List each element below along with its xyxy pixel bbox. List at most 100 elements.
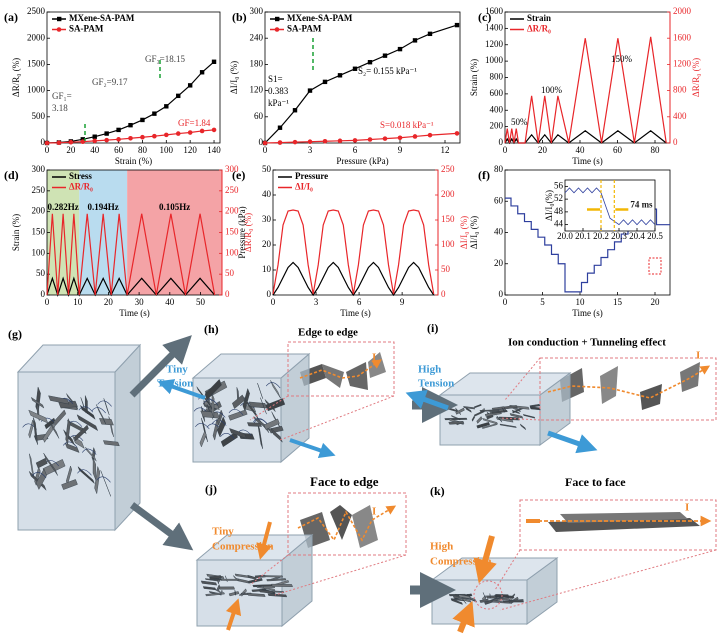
annotation: kPa⁻¹ [268,98,289,108]
flake [28,409,49,424]
flake [61,479,78,490]
force-label: Tension [157,378,193,390]
x-tick-label: 20.0 [557,231,573,241]
compression-arrow [256,521,272,560]
inset-bg [565,180,655,231]
tension-arrow [405,390,449,411]
fiber [77,469,92,476]
legend-label: MXene-SA-PAM [69,13,135,23]
flake [257,423,263,449]
point [292,108,298,113]
y-tick-label: 50 [262,164,272,174]
process-arrow [129,502,194,551]
y2-tick-label: 250 [225,185,239,195]
y-tick-label: 30 [262,214,272,224]
legend-label: ΔI/I₀ [295,182,313,192]
flake [263,418,280,430]
point [140,134,145,140]
flake [79,404,96,420]
fiber [97,400,112,407]
flake [680,362,700,392]
point [104,131,109,136]
legend-label: SA-PAM [287,24,322,34]
point [116,127,121,133]
x-tick-label: 3 [314,297,319,307]
flake [511,409,521,415]
panel-label: (g) [8,327,22,341]
point [427,132,433,138]
y-tick-label: 120 [250,85,264,95]
annotation: S=0.018 kPa⁻¹ [380,120,434,130]
current-path [299,359,382,379]
point [128,135,133,141]
panel-label: (d) [4,168,19,182]
compression-arrow [452,600,475,634]
flake [48,395,70,405]
panel-label: (a) [4,10,18,24]
x-tick-label: 20.1 [575,231,591,241]
legend-label: Stress [69,171,92,181]
point [44,140,50,146]
schematic: (g) (h) (i) (j) (k) Edge to edge Ion conductio… [8,321,717,634]
x-tick-label: 0 [503,145,508,155]
legend-label: SA-PAM [69,24,104,34]
charts: 0 20 40 60 80 100 120 14005001000150020002500St… [4,6,701,318]
flake [482,418,498,425]
flake [491,410,508,414]
point [116,137,121,142]
flake [501,407,505,413]
zoom-lead [499,357,541,421]
flake [257,383,264,399]
point [92,134,97,139]
x-tick-label: 0 [45,297,50,307]
point [412,134,418,139]
point [277,125,283,130]
x-tick-label: 20.2 [593,231,609,241]
cube-front [439,394,541,446]
y-tick-label: 20 [262,239,272,249]
point [427,31,433,37]
x-tick-label: 9 [400,297,405,307]
point [175,131,181,136]
panel-label: (k) [430,484,445,498]
fiber [62,441,78,448]
point [277,140,283,145]
fiber [91,407,106,414]
x-tick-label: 0 [263,145,268,155]
y-tick-label: 40 [262,189,272,199]
y2-tick-label: 100 [441,239,455,249]
flake [499,423,517,428]
current-path [547,365,711,399]
annotation: 100% [541,85,563,95]
point [80,139,86,144]
y-tick-label: 48 [554,206,564,216]
flake [228,591,240,597]
y2-tick-label: 250 [441,164,455,174]
flake [94,465,101,495]
y2-tick-label: 50 [225,268,235,278]
y-tick-label: 1400 [485,22,504,32]
force-label: Compression [212,541,274,553]
x-tick-label: 60 [114,145,124,155]
point [187,130,193,135]
point [352,138,358,143]
legend-label: Strain [527,13,551,23]
point [454,22,460,28]
flake [220,431,238,448]
flake [35,468,47,490]
x-tick-label: 20.4 [629,231,645,241]
x-tick-label: 80 [651,145,661,155]
y-tick-label: 20 [494,258,504,268]
annotation: S1= [268,74,283,84]
legend-label: ΔR/R₀ [527,24,551,34]
flake [260,575,283,578]
y2-tick-label: 0 [673,137,678,147]
force-label: High [418,364,441,376]
flake [247,422,262,427]
point [211,127,217,133]
y-tick-label: 100 [32,247,46,257]
x-tick-label: 10 [576,297,586,307]
x-tick-label: 20 [66,145,76,155]
series-line [504,36,667,144]
point [68,139,74,145]
